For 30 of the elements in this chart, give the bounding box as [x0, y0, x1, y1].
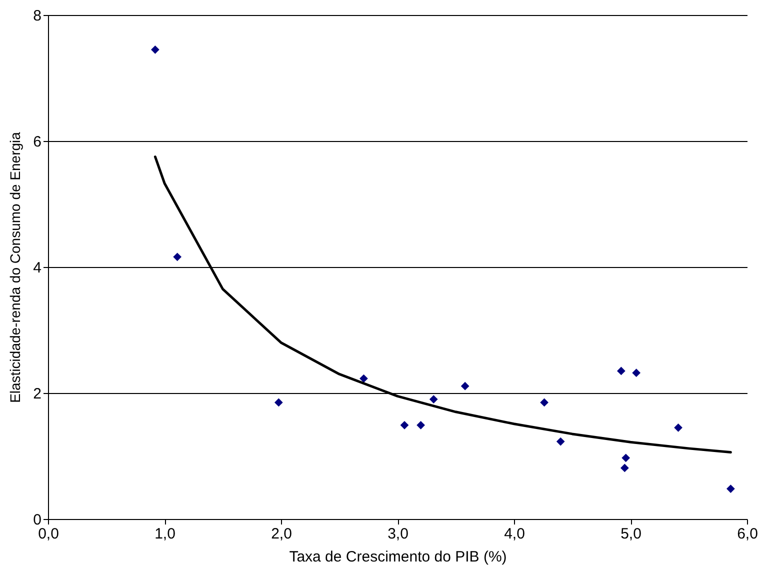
- point: [674, 423, 682, 432]
- point: [274, 398, 283, 407]
- point: [632, 368, 641, 378]
- point: [616, 366, 626, 376]
- x-tick-label: 5,0: [620, 526, 642, 542]
- x-tick-label: 2,0: [271, 526, 292, 542]
- y-tick-label: 4: [33, 260, 42, 276]
- point: [416, 420, 425, 430]
- point: [173, 252, 182, 262]
- x-tick-label: 0,0: [38, 526, 59, 542]
- x-tick-label: 1,0: [154, 526, 176, 542]
- x-tick-label: 4,0: [504, 526, 525, 542]
- point: [429, 395, 438, 404]
- point: [620, 464, 629, 472]
- point: [556, 437, 565, 446]
- y-tick-label: 2: [33, 386, 42, 402]
- point: [726, 484, 735, 493]
- point: [460, 382, 470, 390]
- x-axis-title: Taxa de Crescimento do PIB (%): [289, 548, 507, 566]
- x-tick-label: 6,0: [737, 526, 758, 542]
- y-tick-label: 6: [33, 134, 42, 150]
- point: [400, 420, 409, 430]
- y-tick-label: 0: [33, 512, 42, 528]
- point: [150, 45, 160, 54]
- y-tick-label: 8: [33, 8, 42, 24]
- x-tick-label: 3,0: [388, 526, 408, 542]
- point: [360, 374, 368, 383]
- point: [622, 454, 630, 462]
- point: [540, 398, 548, 407]
- y-axis-title: Elasticidade-renda do Consumo de Energia: [7, 132, 24, 403]
